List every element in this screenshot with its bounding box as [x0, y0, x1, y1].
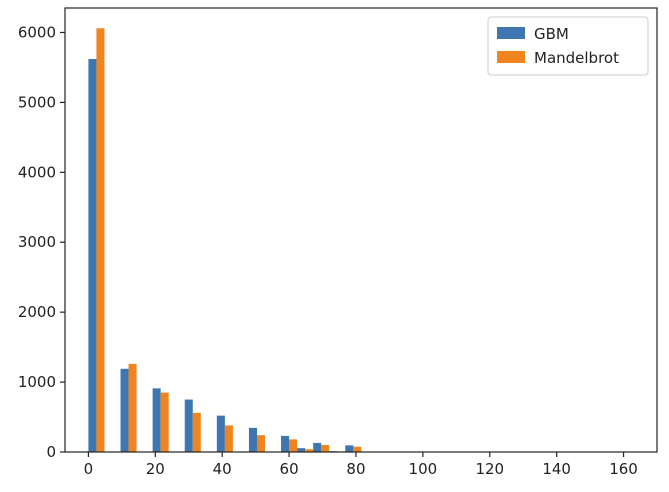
bar-gbm-1: [120, 368, 129, 452]
bar-gbm-3: [184, 399, 193, 452]
legend-label-gbm: GBM: [534, 25, 569, 43]
legend-box: [487, 16, 649, 76]
x-tick-label-80: 80: [346, 460, 365, 478]
bar-gbm-8: [345, 445, 354, 452]
x-tick-label-140: 140: [542, 460, 571, 478]
bars-group: [88, 28, 378, 453]
bar-tail-mandelbrot-3: [353, 449, 362, 452]
x-tick-label-120: 120: [475, 460, 504, 478]
x-tick-label-20: 20: [146, 460, 165, 478]
bar-mandelbrot-0: [96, 28, 105, 453]
bar-mandelbrot-8: [353, 446, 362, 452]
y-tick-label-2000: 2000: [18, 303, 56, 321]
x-axis: 0 20 40 60 80 100 120 140 160: [84, 452, 638, 478]
y-tick-label-1000: 1000: [18, 373, 56, 391]
bar-mandelbrot-3: [192, 412, 201, 452]
y-axis: 0 1000 2000 3000 4000 5000 6000: [18, 23, 65, 461]
y-tick-label-0: 0: [46, 443, 56, 461]
bar-tail-mandelbrot-0: [305, 449, 314, 452]
bar-gbm-6: [281, 435, 290, 452]
y-tick-label-3000: 3000: [18, 233, 56, 251]
y-tick-label-5000: 5000: [18, 93, 56, 111]
x-tick-label-160: 160: [609, 460, 638, 478]
legend: GBM Mandelbrot: [487, 16, 649, 76]
bar-gbm-0: [88, 59, 97, 453]
bar-gbm-2: [152, 388, 161, 452]
bar-gbm-4: [216, 415, 225, 452]
bar-mandelbrot-1: [128, 363, 137, 452]
bar-mandelbrot-7: [321, 445, 330, 452]
bar-mandelbrot-6: [289, 439, 298, 452]
x-tick-label-40: 40: [213, 460, 232, 478]
legend-swatch-mandelbrot: [497, 51, 525, 63]
plot-frame: [64, 7, 658, 453]
bar-mandelbrot-2: [160, 392, 169, 452]
y-tick-label-6000: 6000: [18, 23, 56, 41]
x-tick-label-100: 100: [409, 460, 438, 478]
bar-gbm-7: [313, 442, 322, 452]
x-tick-label-0: 0: [84, 460, 94, 478]
bar-mandelbrot-4: [224, 425, 233, 452]
bar-tail-gbm-1: [313, 450, 322, 452]
bar-tail-gbm-0: [297, 448, 306, 452]
legend-label-mandelbrot: Mandelbrot: [534, 49, 619, 67]
bar-gbm-5: [248, 427, 257, 452]
legend-swatch-gbm: [497, 27, 525, 39]
x-tick-label-60: 60: [280, 460, 299, 478]
y-tick-label-4000: 4000: [18, 163, 56, 181]
bar-mandelbrot-5: [256, 435, 266, 452]
